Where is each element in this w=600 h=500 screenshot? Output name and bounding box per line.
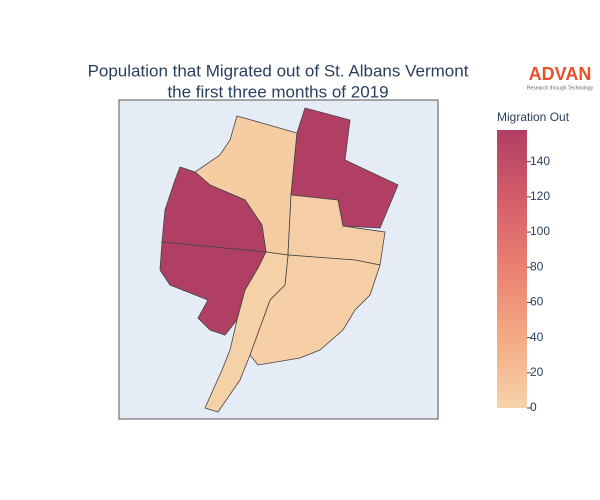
colorbar-tick-label: 60 xyxy=(530,295,544,309)
chart-title: the first three months of 2019 xyxy=(167,82,388,101)
colorbar-tick-label: 0 xyxy=(530,400,537,414)
colorbar-tick-label: 40 xyxy=(530,330,544,344)
colorbar-tick-label: 120 xyxy=(530,189,550,203)
colorbar-tick-label: 80 xyxy=(530,259,544,273)
chart-title: Population that Migrated out of St. Alba… xyxy=(88,61,469,80)
colorbar xyxy=(497,130,527,408)
regions xyxy=(159,107,399,413)
region xyxy=(204,251,289,413)
logo-tagline: Research through Technology xyxy=(527,85,594,91)
region xyxy=(161,166,267,253)
colorbar-tick-label: 140 xyxy=(530,154,550,168)
colorbar-tick-label: 20 xyxy=(530,365,544,379)
logo-name: ADVAN xyxy=(529,64,592,84)
colorbar-tick-label: 100 xyxy=(530,224,550,238)
region xyxy=(290,107,399,229)
colorbar-title: Migration Out xyxy=(497,110,570,124)
